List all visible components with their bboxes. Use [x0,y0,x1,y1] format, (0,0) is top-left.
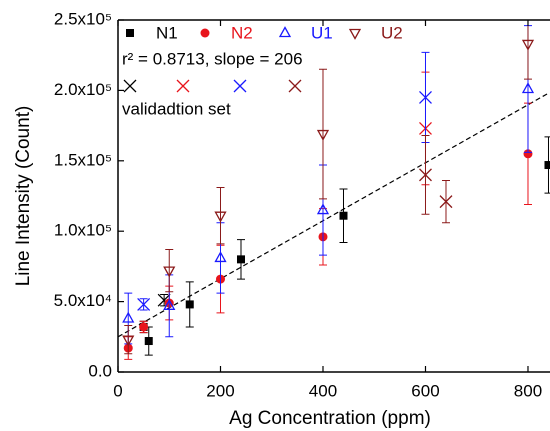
marker [521,39,535,51]
marker [439,195,453,209]
plot-area [118,20,550,360]
marker [185,300,194,309]
x-tick-label: 400 [309,381,337,400]
marker [214,251,227,263]
marker [236,255,245,264]
error-bar [165,249,174,293]
y-tick-label: 2.5x10⁵ [54,9,112,28]
marker [419,90,432,104]
marker [544,161,550,170]
marker [214,211,227,223]
marker [200,28,210,38]
fit-line [118,92,550,338]
marker [137,297,151,311]
x-tick-label: 800 [514,381,542,400]
marker [339,211,348,220]
marker [316,129,330,141]
x-axis-title: Ag Concentration (ppm) [229,408,431,429]
marker [163,298,176,310]
marker [348,28,362,40]
marker [419,168,432,182]
marker [122,335,135,347]
fit-label: r² = 0.8713, slope = 206 [122,49,303,68]
marker [278,26,292,38]
marker [316,203,330,215]
marker [163,266,176,278]
legend-label: N1 [156,23,178,42]
marker [123,79,137,93]
marker [521,82,535,94]
error-bar [216,187,225,245]
y-axis-title: Line Intensity (Count) [13,106,34,287]
x-tick-label: 200 [206,381,234,400]
marker [144,337,153,346]
legend-label: N2 [231,23,253,42]
error-bar [124,325,133,355]
marker [139,322,149,332]
legend-label: U1 [311,23,333,42]
marker [176,79,190,93]
legend-label: U2 [381,23,403,42]
y-tick-label: 0.0 [88,361,112,380]
y-tick-label: 1.0x10⁵ [54,221,112,240]
marker [523,149,533,159]
marker [126,29,134,37]
y-tick-label: 1.5x10⁵ [54,150,112,169]
y-tick-label: 2.0x10⁵ [54,80,112,99]
x-tick-label: 600 [411,381,439,400]
error-bar [318,68,327,200]
marker [288,79,302,93]
x-tick-label: 0 [113,381,122,400]
marker [122,311,135,323]
y-tick-label: 5.0x10⁴ [54,291,112,310]
validation-label: validadtion set [122,99,231,118]
marker [233,79,247,93]
